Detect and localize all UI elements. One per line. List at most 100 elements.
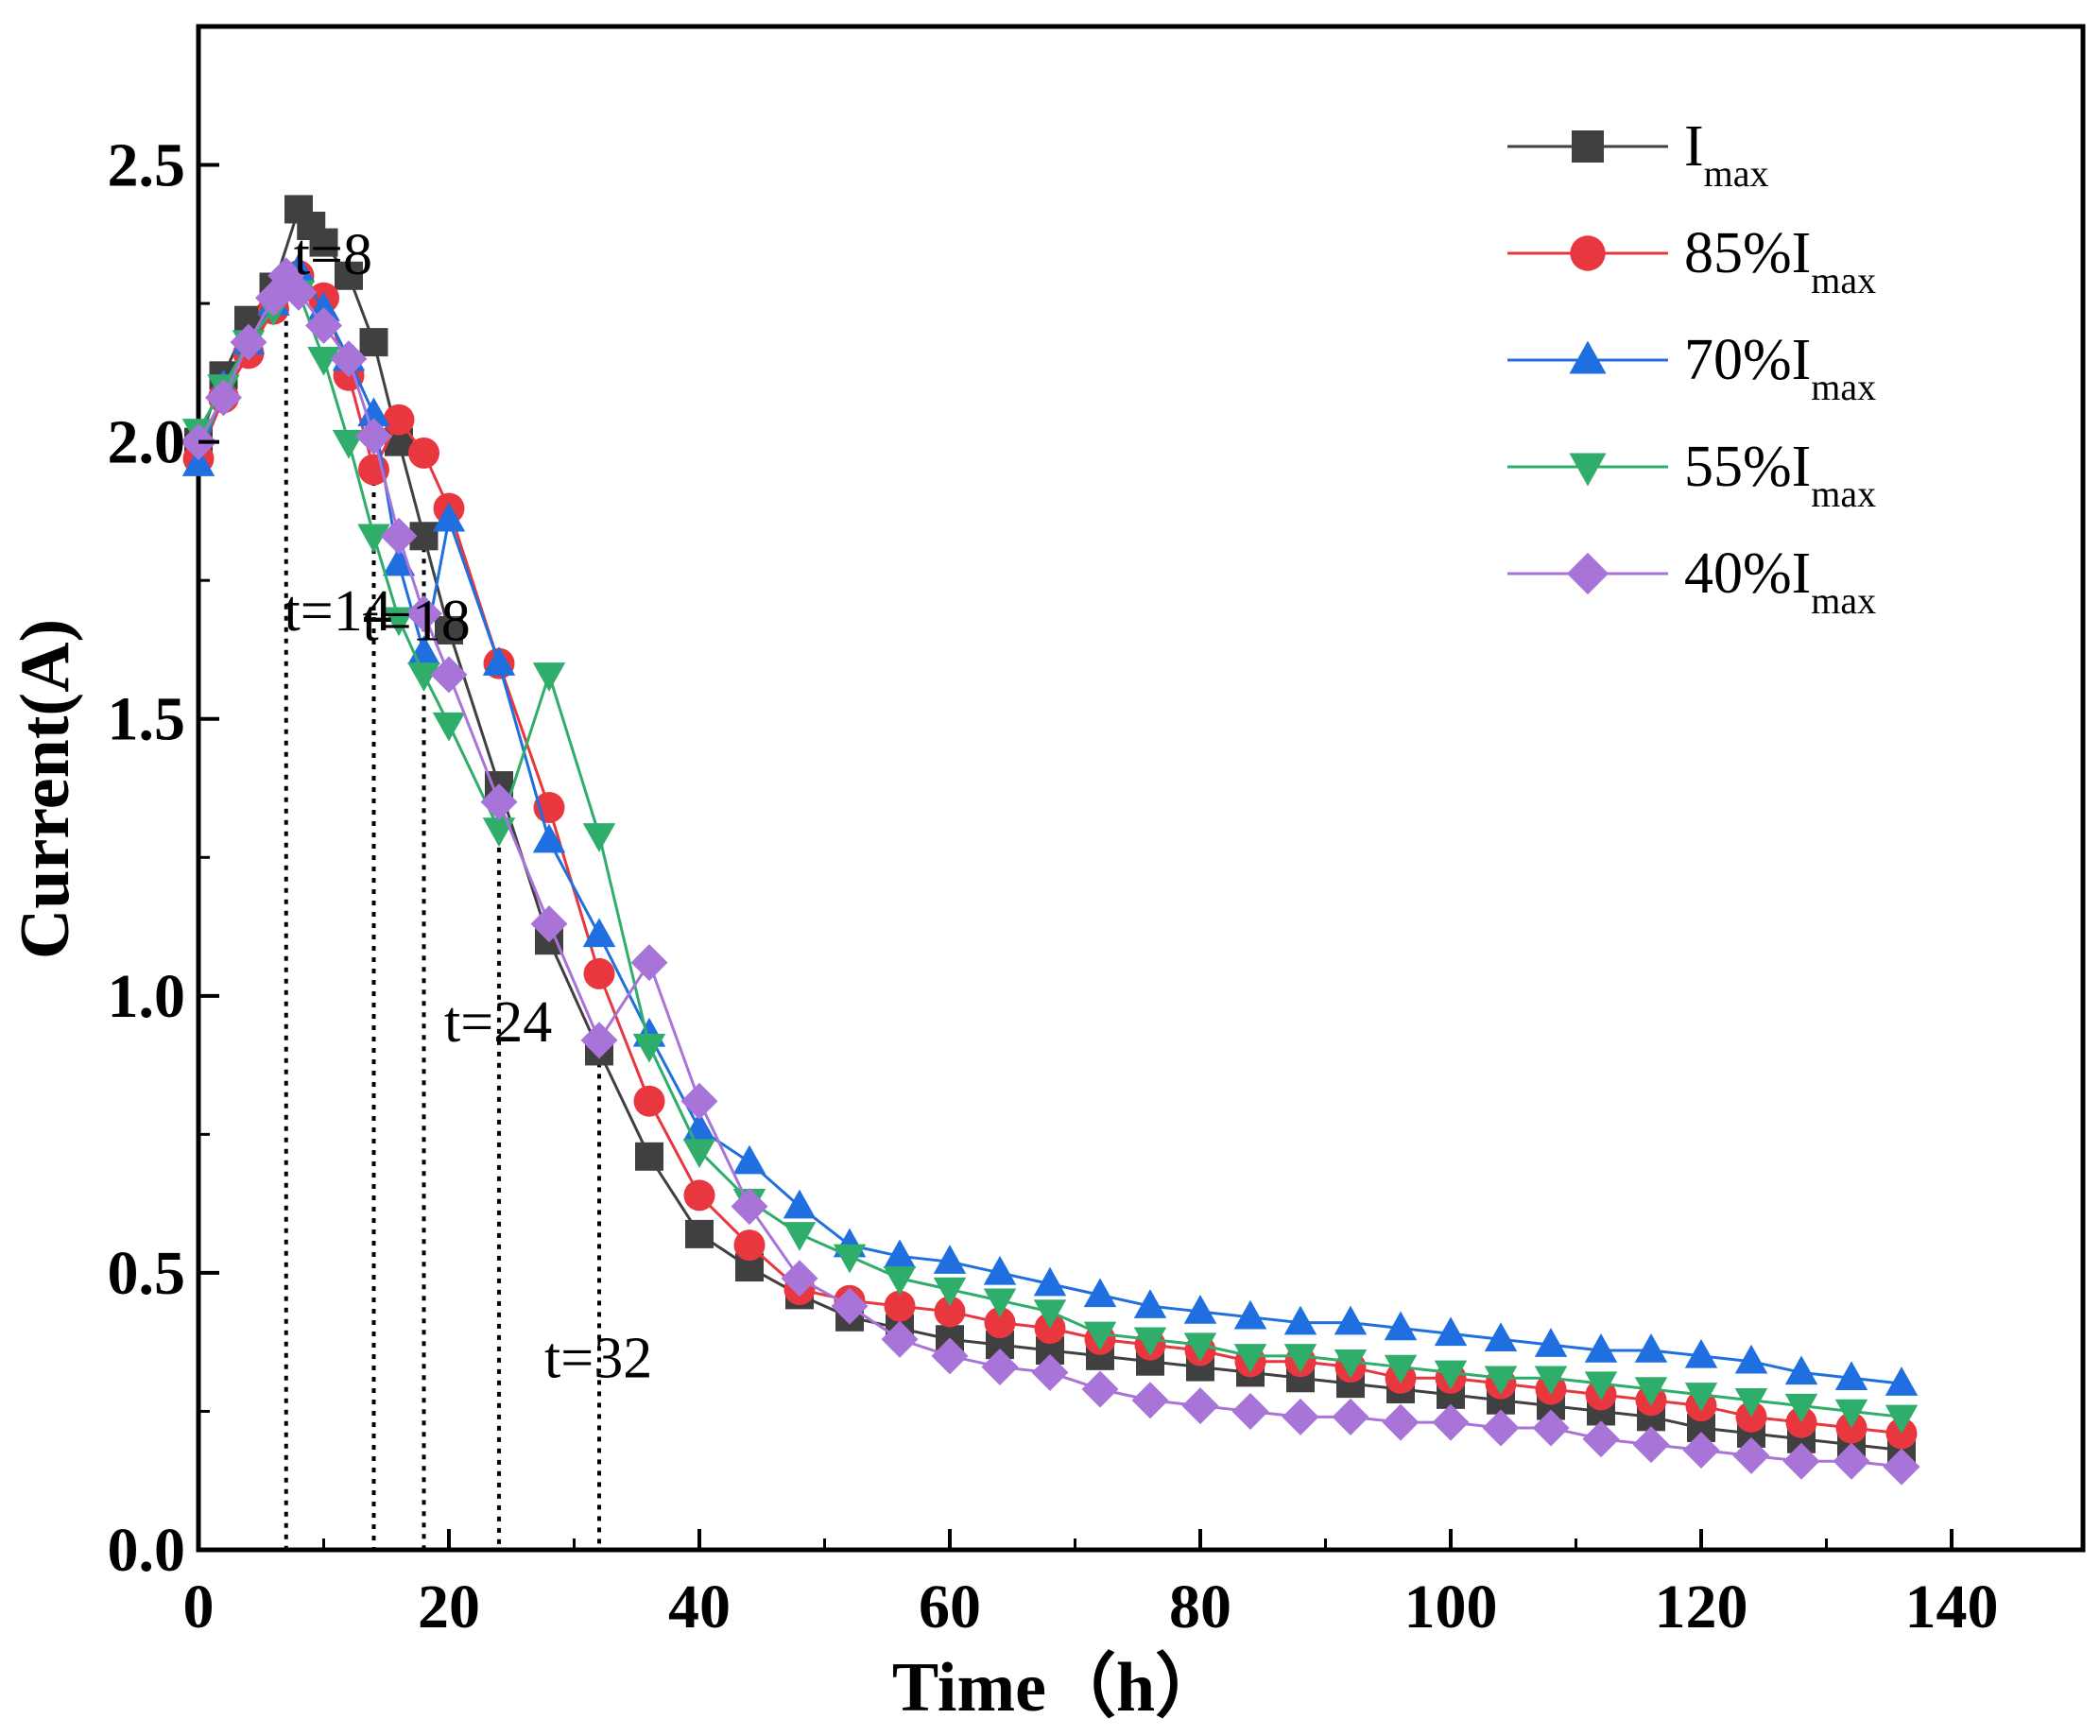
data-point <box>482 646 516 676</box>
data-point <box>1782 1442 1820 1480</box>
data-point <box>1684 1383 1718 1412</box>
data-point <box>1083 1278 1117 1308</box>
data-point <box>1885 1366 1919 1396</box>
data-point <box>580 1022 618 1059</box>
x-tick-label: 100 <box>1404 1573 1498 1641</box>
data-point <box>680 1082 718 1120</box>
data-point <box>530 905 568 943</box>
annotation-label: t=8 <box>294 223 372 287</box>
data-point <box>205 379 242 417</box>
legend-label: 55%Imax <box>1684 435 1876 515</box>
legend-item: 40%Imax <box>1507 541 1876 622</box>
data-point <box>1384 1311 1418 1341</box>
data-point <box>1834 1399 1868 1429</box>
data-point <box>883 1239 917 1269</box>
data-point <box>632 1033 666 1063</box>
data-point <box>1833 1442 1870 1480</box>
data-point <box>1233 1344 1267 1373</box>
data-point <box>1885 1404 1919 1435</box>
data-point <box>1183 1294 1217 1324</box>
data-point <box>1382 1403 1420 1441</box>
data-point <box>630 944 668 982</box>
series-line <box>197 273 1902 1435</box>
annotation-label: t=24 <box>444 990 552 1055</box>
data-point <box>1482 1409 1520 1447</box>
x-tick-label: 20 <box>418 1573 480 1641</box>
data-point <box>280 273 318 311</box>
data-point <box>983 1288 1017 1318</box>
data-point <box>1632 1426 1670 1464</box>
legend-marker <box>1566 552 1609 595</box>
series-3 <box>181 280 1919 1435</box>
data-point <box>1183 1332 1217 1363</box>
legend-label: 70%Imax <box>1684 328 1876 408</box>
legend-item: 85%Imax <box>1507 221 1876 301</box>
x-axis-title: Time（h） <box>892 1649 1225 1727</box>
data-point <box>532 662 566 692</box>
data-point <box>1334 1305 1368 1335</box>
legend-label: 85%Imax <box>1684 221 1876 301</box>
data-point <box>1582 1420 1620 1458</box>
series-line <box>197 206 1902 1452</box>
data-point <box>335 261 363 290</box>
data-point <box>884 1290 916 1322</box>
data-point <box>357 397 390 427</box>
data-point <box>635 1142 663 1171</box>
data-point <box>683 1179 715 1212</box>
data-point <box>1532 1409 1570 1447</box>
y-tick-label: 1.0 <box>108 962 186 1031</box>
data-point <box>783 1189 817 1219</box>
data-point <box>732 1144 766 1175</box>
series-line <box>197 267 1902 1385</box>
data-point <box>1634 1377 1668 1407</box>
data-point <box>532 823 566 853</box>
data-point <box>1534 1366 1568 1396</box>
annotation-label: t=14 <box>284 579 392 644</box>
data-point <box>435 615 463 645</box>
data-point <box>783 1222 817 1251</box>
legend-marker <box>1569 340 1607 374</box>
data-point <box>831 1287 869 1325</box>
data-point <box>405 594 442 632</box>
data-point <box>382 546 416 576</box>
data-point <box>981 1349 1019 1386</box>
y-axis-title: Current(A) <box>7 619 84 959</box>
y-tick-label: 0.5 <box>108 1239 186 1308</box>
data-point <box>1684 1338 1718 1368</box>
data-point <box>1584 1332 1618 1363</box>
data-point <box>1283 1305 1317 1335</box>
data-point <box>984 1307 1016 1339</box>
data-point <box>933 1277 967 1307</box>
series-2 <box>181 252 1919 1396</box>
data-point <box>1734 1344 1768 1374</box>
x-tick-label: 40 <box>668 1573 731 1641</box>
y-tick-label: 1.5 <box>108 685 186 754</box>
legend-item: 70%Imax <box>1507 328 1876 408</box>
data-point <box>983 1255 1017 1285</box>
data-point <box>1282 1398 1319 1435</box>
data-point <box>1784 1393 1818 1423</box>
data-point <box>881 1320 919 1358</box>
data-point <box>359 328 388 357</box>
data-point <box>633 1085 665 1117</box>
annotation-layer: t=8 t=14t=18 t=24 t=32 <box>284 223 653 1391</box>
y-tick-label: 0.0 <box>108 1516 186 1585</box>
data-point <box>230 323 267 361</box>
data-point <box>357 524 390 554</box>
data-point <box>731 1188 768 1226</box>
data-point <box>1332 1398 1369 1435</box>
data-point <box>1432 1403 1470 1441</box>
data-point <box>330 340 368 378</box>
legend-marker <box>1570 235 1606 271</box>
data-point <box>1031 1353 1069 1391</box>
data-point <box>1484 1366 1518 1396</box>
data-point <box>1083 1321 1117 1351</box>
data-point <box>685 1219 714 1248</box>
series-layer <box>180 195 1920 1486</box>
data-point <box>407 662 440 692</box>
x-tick-label: 60 <box>919 1573 981 1641</box>
data-point <box>533 792 565 824</box>
series-line <box>197 290 1902 1418</box>
annotation-label: t=18 <box>363 589 471 653</box>
